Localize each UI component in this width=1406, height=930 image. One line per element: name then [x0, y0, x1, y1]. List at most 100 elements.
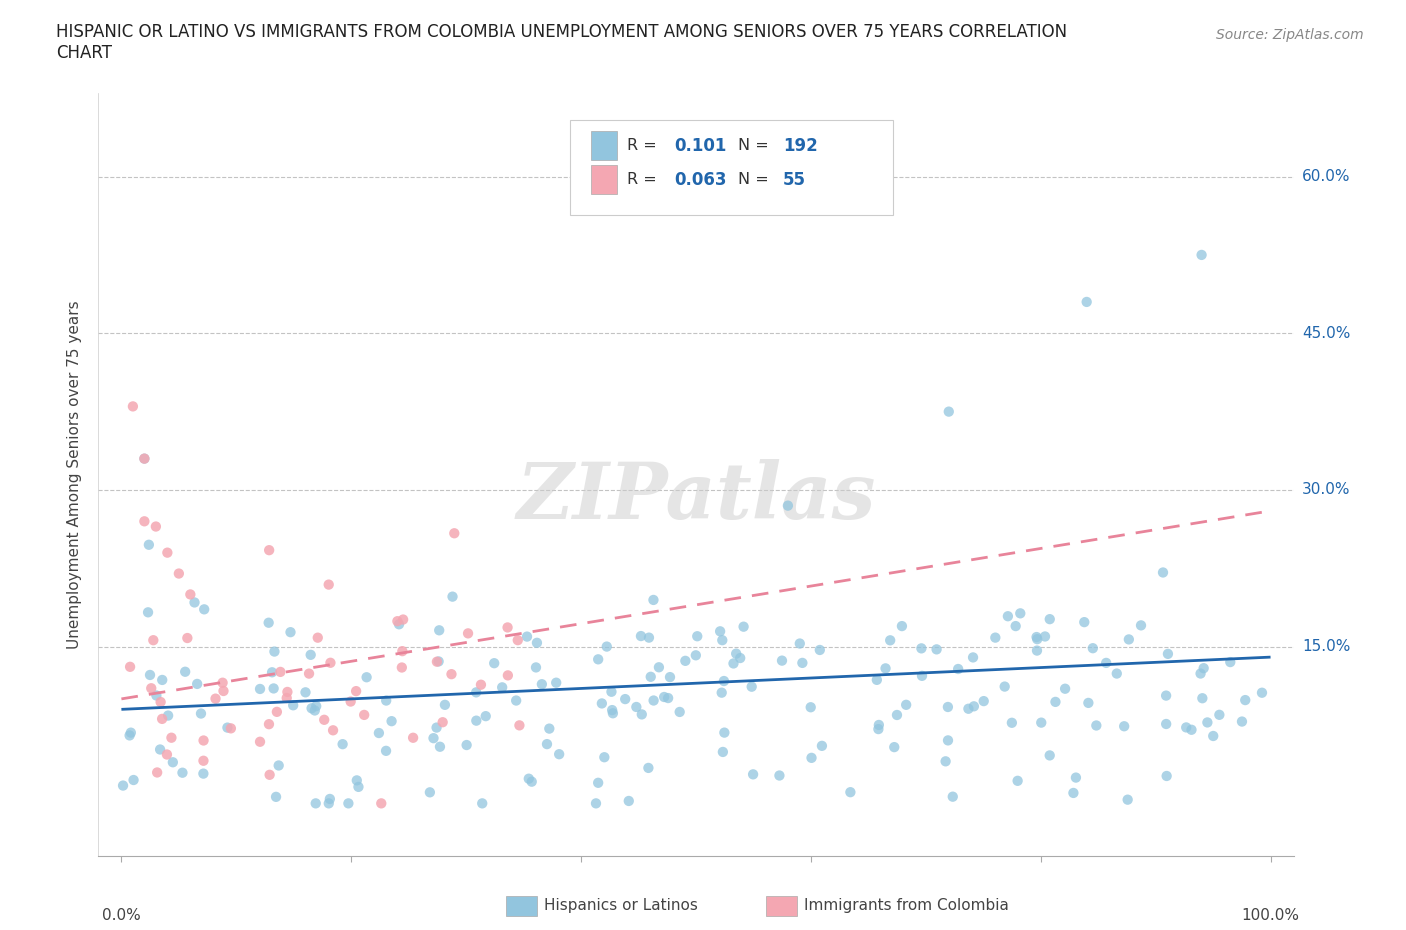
Point: [167, 566, 190, 581]
Point: [894, 698, 917, 712]
Point: [190, 706, 212, 721]
Point: [375, 743, 398, 758]
Point: [1007, 774, 1029, 789]
Point: [866, 672, 889, 687]
Point: [839, 785, 862, 800]
Text: HISPANIC OR LATINO VS IMMIGRANTS FROM COLOMBIA UNEMPLOYMENT AMONG SENIORS OVER 7: HISPANIC OR LATINO VS IMMIGRANTS FROM CO…: [56, 23, 1067, 41]
Point: [179, 587, 201, 602]
Point: [319, 656, 342, 671]
Point: [304, 703, 326, 718]
Point: [1105, 666, 1128, 681]
Point: [586, 776, 609, 790]
Point: [259, 767, 281, 782]
Point: [402, 730, 425, 745]
Point: [505, 693, 527, 708]
Point: [211, 675, 233, 690]
Point: [789, 636, 811, 651]
Point: [263, 681, 285, 696]
Point: [426, 655, 449, 670]
Point: [593, 750, 616, 764]
Point: [145, 519, 167, 534]
Point: [925, 642, 948, 657]
Point: [157, 708, 180, 723]
Point: [257, 543, 280, 558]
Point: [319, 791, 342, 806]
Point: [800, 699, 823, 714]
Point: [508, 718, 530, 733]
Point: [1154, 688, 1177, 703]
Point: [638, 631, 661, 645]
Point: [141, 681, 163, 696]
Point: [600, 703, 623, 718]
Point: [471, 796, 494, 811]
Point: [276, 691, 298, 706]
Point: [301, 701, 323, 716]
Point: [388, 617, 411, 631]
Point: [422, 731, 444, 746]
Text: R =: R =: [627, 139, 662, 153]
Point: [249, 735, 271, 750]
Text: R =: R =: [627, 172, 662, 188]
Point: [1219, 655, 1241, 670]
Point: [112, 778, 135, 793]
Point: [186, 676, 208, 691]
Point: [524, 660, 547, 675]
Text: 45.0%: 45.0%: [1302, 326, 1350, 340]
FancyBboxPatch shape: [591, 131, 617, 160]
Text: Source: ZipAtlas.com: Source: ZipAtlas.com: [1216, 28, 1364, 42]
Point: [1001, 715, 1024, 730]
Point: [370, 796, 392, 811]
Text: Immigrants from Colombia: Immigrants from Colombia: [804, 898, 1010, 913]
Point: [134, 514, 156, 529]
Point: [614, 692, 637, 707]
Text: ZIPatlas: ZIPatlas: [516, 458, 876, 536]
Point: [994, 679, 1017, 694]
Point: [474, 709, 496, 724]
Point: [1191, 691, 1213, 706]
Point: [496, 620, 519, 635]
Point: [314, 712, 336, 727]
Point: [134, 451, 156, 466]
Point: [139, 668, 162, 683]
Text: 100.0%: 100.0%: [1241, 909, 1299, 923]
Point: [1116, 792, 1139, 807]
Point: [156, 747, 179, 762]
Point: [648, 659, 671, 674]
Point: [391, 660, 413, 675]
Point: [484, 656, 506, 671]
Point: [419, 785, 441, 800]
Point: [942, 790, 965, 804]
Point: [142, 632, 165, 647]
Point: [742, 767, 765, 782]
Text: N =: N =: [738, 172, 773, 188]
Point: [709, 624, 731, 639]
Point: [122, 773, 145, 788]
Point: [936, 733, 959, 748]
Text: 30.0%: 30.0%: [1302, 483, 1350, 498]
Point: [1026, 644, 1049, 658]
Point: [713, 673, 735, 688]
Point: [997, 609, 1019, 624]
Point: [516, 630, 538, 644]
Point: [429, 739, 451, 754]
Point: [1004, 618, 1026, 633]
Point: [298, 666, 321, 681]
Point: [1202, 728, 1225, 743]
Point: [768, 768, 790, 783]
Text: 0.0%: 0.0%: [103, 909, 141, 923]
Y-axis label: Unemployment Among Seniors over 75 years: Unemployment Among Seniors over 75 years: [67, 300, 83, 648]
Point: [1230, 714, 1253, 729]
Point: [1095, 656, 1118, 671]
Point: [741, 679, 763, 694]
Point: [652, 689, 675, 704]
Point: [1180, 723, 1202, 737]
Point: [267, 758, 290, 773]
Point: [305, 698, 328, 713]
Point: [711, 745, 734, 760]
Point: [868, 722, 890, 737]
Point: [957, 701, 980, 716]
Point: [118, 728, 141, 743]
Point: [910, 641, 932, 656]
Point: [548, 747, 571, 762]
Point: [150, 672, 173, 687]
